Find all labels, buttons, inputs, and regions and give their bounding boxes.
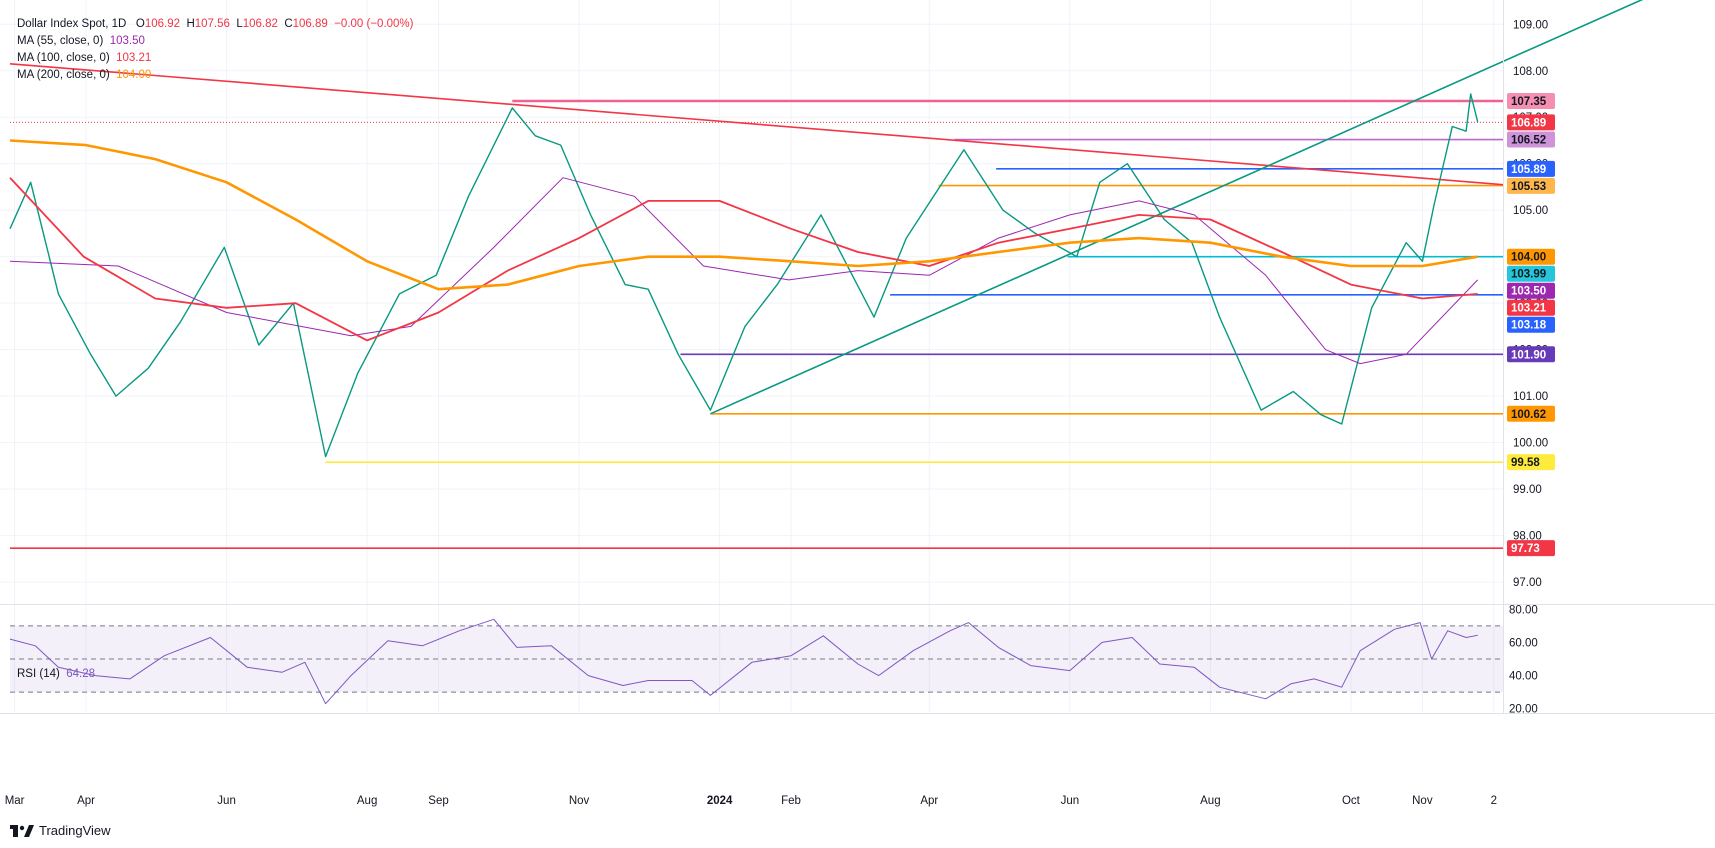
low-label: L	[236, 18, 243, 30]
price-tag-bg	[1507, 299, 1555, 316]
price-tag-bg	[1507, 114, 1555, 131]
open-value: 106.92	[144, 18, 181, 30]
price-tick-label: 105.00	[1513, 205, 1548, 217]
price-tag-bg	[1507, 316, 1555, 333]
price-tag-label: 105.89	[1511, 164, 1546, 176]
time-tick-label: Sep	[428, 795, 448, 807]
time-tick-label: Oct	[1342, 795, 1361, 807]
symbol-title: Dollar Index Spot, 1D	[17, 18, 127, 30]
price-tag-label: 100.62	[1511, 409, 1546, 421]
ma200-row[interactable]: MA (200, close, 0) 104.00	[17, 67, 413, 84]
time-tick-label: 2024	[707, 795, 733, 807]
trendline-ascending-green	[710, 0, 1644, 415]
price-tag-bg	[1507, 131, 1555, 148]
chart-legend: Dollar Index Spot, 1D O106.92 H107.56 L1…	[17, 16, 413, 84]
tradingview-icon	[10, 824, 34, 837]
price-tag-bg	[1507, 282, 1555, 299]
series-line	[9, 93, 1479, 458]
ohlc-row: Dollar Index Spot, 1D O106.92 H107.56 L1…	[17, 16, 413, 33]
brand-name: TradingView	[39, 823, 111, 838]
time-tick-label: Nov	[1412, 795, 1433, 807]
series-line	[9, 177, 1478, 342]
price-tag-bg	[1507, 92, 1555, 109]
price-tag-label: 101.90	[1511, 349, 1546, 361]
price-tick-label: 100.00	[1513, 438, 1548, 450]
rsi-legend[interactable]: RSI (14) 64.28	[17, 668, 95, 680]
grid	[0, 0, 1503, 712]
horizontal-levels	[10, 99, 1503, 549]
low-value: 106.82	[242, 18, 278, 30]
high-label: H	[186, 18, 195, 30]
price-tick-label: 109.00	[1513, 19, 1548, 31]
time-tick-label: Feb	[781, 795, 801, 807]
series-lines	[9, 93, 1479, 458]
price-tick-label: 99.00	[1513, 484, 1542, 496]
high-value: 107.56	[194, 18, 230, 30]
time-tick-label: 2	[1491, 795, 1497, 807]
price-tag-label: 106.52	[1511, 135, 1546, 147]
price-tag-label: 97.73	[1511, 543, 1540, 555]
trendline-descending-red	[9, 62, 1504, 186]
price-tag-bg	[1507, 177, 1555, 194]
close-label: C	[284, 18, 293, 30]
ma55-label: MA (55, close, 0)	[17, 35, 104, 47]
price-tick-label: 101.00	[1513, 391, 1548, 403]
time-tick-label: Nov	[569, 795, 590, 807]
open-label: O	[135, 18, 145, 30]
ma200-value: 104.00	[116, 69, 152, 81]
time-tick-label: Apr	[77, 795, 95, 807]
price-tag-label: 105.53	[1511, 181, 1546, 193]
price-tag-bg	[1507, 346, 1555, 363]
price-tag-label: 103.21	[1511, 303, 1547, 315]
time-tick-label: Mar	[5, 795, 25, 807]
price-tag-label: 103.99	[1511, 269, 1546, 281]
price-tag-bg	[1507, 405, 1555, 422]
close-value: 106.89	[292, 18, 328, 30]
price-tick-label: 108.00	[1513, 66, 1548, 78]
price-tag-bg	[1507, 248, 1555, 265]
ma55-value: 103.50	[109, 35, 145, 47]
price-tag-bg	[1507, 160, 1555, 177]
series-line	[9, 139, 1478, 291]
time-tick-label: Aug	[1200, 795, 1220, 807]
ma100-row[interactable]: MA (100, close, 0) 103.21	[17, 50, 413, 67]
rsi-tick-label: 60.00	[1509, 637, 1538, 649]
tradingview-logo[interactable]: TradingView	[10, 823, 111, 838]
time-tick-label: Aug	[357, 795, 377, 807]
price-tag-label: 104.00	[1511, 252, 1546, 264]
ma200-label: MA (200, close, 0)	[17, 69, 110, 81]
time-tick-label: Jun	[1061, 795, 1080, 807]
price-tag-label: 107.35	[1511, 96, 1547, 108]
trendlines	[9, 0, 1644, 415]
rsi-value: 64.28	[66, 668, 95, 680]
time-tick-label: Apr	[920, 795, 938, 807]
rsi-tick-label: 20.00	[1509, 704, 1538, 716]
price-tag-label: 99.58	[1511, 457, 1540, 469]
ma55-row[interactable]: MA (55, close, 0) 103.50	[17, 33, 413, 50]
price-tag-bg	[1507, 540, 1555, 557]
price-tag-label: 103.50	[1511, 286, 1546, 298]
ma100-value: 103.21	[116, 52, 152, 64]
time-tick-label: Jun	[217, 795, 236, 807]
rsi-line	[9, 618, 1478, 705]
price-tag-bg	[1507, 454, 1555, 471]
price-tag-label: 106.89	[1511, 117, 1546, 129]
price-tag-bg	[1507, 265, 1555, 282]
price-tick-label: 98.00	[1513, 531, 1542, 543]
price-tags: 107.35 106.89 106.52 105.89 105.53 104.00 103.…	[1507, 92, 1555, 557]
ma100-label: MA (100, close, 0)	[17, 52, 110, 64]
rsi-tick-label: 40.00	[1509, 671, 1538, 683]
price-tag-label: 103.18	[1511, 320, 1547, 332]
price-tick-label: 97.00	[1513, 577, 1542, 589]
series-line	[9, 177, 1479, 365]
change-value: −0.00 (−0.00%)	[334, 18, 414, 30]
rsi-label: RSI (14)	[17, 668, 60, 680]
rsi-tick-label: 80.00	[1509, 604, 1538, 616]
rsi-panel	[9, 618, 1503, 705]
